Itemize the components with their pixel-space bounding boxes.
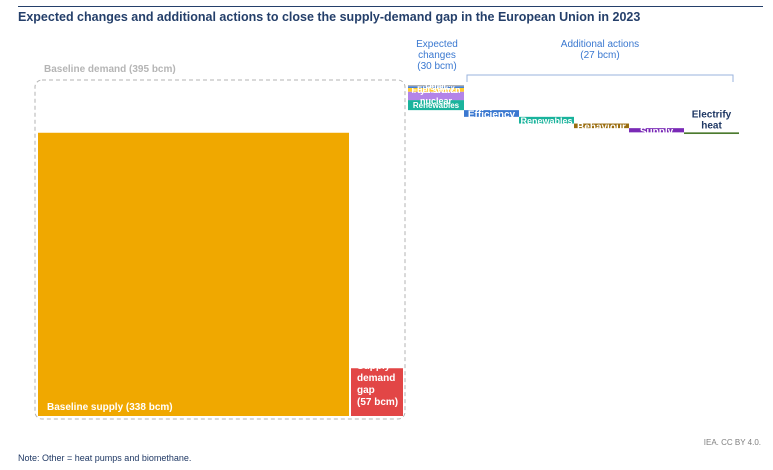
footnote: Note: Other = heat pumps and biomethane. (18, 453, 192, 463)
additional-renewables-label: Renewables (520, 116, 572, 126)
expected-changes-renewables-segment (408, 100, 464, 111)
additional-actions-bracket (466, 74, 734, 82)
expected-changes-other-segment (408, 85, 464, 87)
baseline-demand-label: Baseline demand (395 bcm) (44, 64, 176, 75)
additional-behaviour-bar (574, 123, 629, 129)
gap-label: (57 bcm) (357, 397, 398, 408)
baseline-supply-bar (38, 132, 349, 416)
additional-electrify_heat-label: heat (701, 120, 722, 131)
additional-supply-bar (629, 128, 684, 133)
additional-renewables-bar (519, 116, 574, 124)
baseline-demand-outline (34, 79, 406, 420)
expected-changes-header: Expected (416, 39, 458, 50)
additional-electrify_heat-label: Electrify (692, 109, 732, 120)
additional-efficiency-label: Efficiency (468, 109, 516, 120)
additional-actions-header: Additional actions (561, 39, 639, 50)
expected-changes-efficiency-label: Efficiency (417, 83, 455, 92)
expected-changes-header: changes (418, 50, 456, 61)
expected-changes-efficiency-segment (408, 86, 464, 88)
baseline-supply-label: Baseline supply (338 bcm) (47, 402, 173, 413)
additional-behaviour-label: Behaviour (577, 122, 626, 133)
expected-changes-other-label: Other (425, 82, 446, 91)
additional-actions-header: (27 bcm) (580, 50, 619, 61)
expected-changes-fuel_switch-segment (408, 87, 464, 92)
additional-supply-label: Supply (640, 126, 674, 137)
expected-changes-hydro_nuclear-segment (408, 91, 464, 101)
chart-title: Expected changes and additional actions … (18, 10, 641, 24)
gap-label: demand (357, 373, 395, 384)
gap-label: gap (357, 385, 375, 396)
expected-changes-renewables-label: Renewables (413, 101, 460, 110)
expected-changes-fuel_switch-label: Fuel switch (411, 85, 460, 95)
additional-electrify_heat-bar (684, 132, 739, 135)
expected-changes-header: (30 bcm) (417, 61, 456, 72)
title-rule (18, 6, 763, 7)
credit-text: IEA. CC BY 4.0. (703, 438, 761, 447)
additional-efficiency-bar (464, 110, 519, 117)
gap-label: Supply- (357, 361, 394, 372)
expected-changes-hydro_nuclear-label: nuclear (420, 96, 453, 106)
supply-demand-gap-bar (351, 368, 403, 416)
